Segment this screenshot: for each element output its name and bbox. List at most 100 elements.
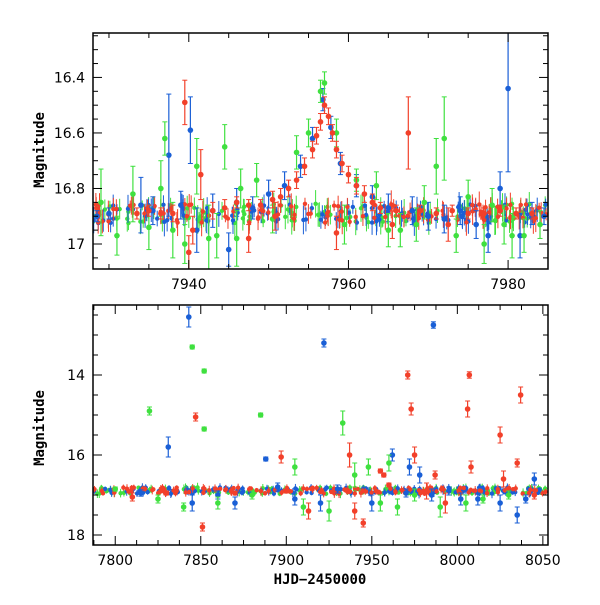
bottom-x-axis-title: HJD−2450000 [274,572,367,588]
data-point-green [373,182,380,189]
data-point-red [449,207,456,214]
x-tick-label: 7800 [97,553,133,569]
baseline-point-red [484,491,490,496]
data-point-red [405,130,412,136]
data-point-blue [321,340,327,346]
baseline-point-red [212,486,218,491]
data-point-green [181,241,188,247]
baseline-point-red [375,489,380,494]
baseline-point-green [241,209,246,214]
baseline-point-red [319,487,324,493]
data-point-red [432,472,438,478]
data-point-blue [178,202,184,208]
data-point-green [385,227,392,233]
data-point-red [221,205,228,211]
baseline-point-red [355,486,360,492]
baseline-point-blue [240,486,245,491]
baseline-point-red [168,206,174,211]
baseline-point-red [344,488,349,494]
data-point-green [201,426,207,432]
baseline-point-red [182,202,188,207]
data-point-red [181,99,188,106]
baseline-point-red [389,202,394,207]
baseline-point-red [372,485,378,491]
baseline-point-green [260,218,266,224]
data-point-blue [430,322,437,328]
baseline-point-red [266,210,271,215]
data-point-blue [185,314,192,320]
baseline-point-red [508,215,513,221]
x-tick-label: 7900 [268,553,304,569]
baseline-point-red [121,485,126,490]
data-point-red [134,210,140,217]
data-point-green [465,194,471,200]
data-point-green [158,185,164,192]
baseline-point-red [456,488,461,493]
data-point-green [213,232,220,239]
data-point-red [269,196,276,203]
data-point-blue [457,207,463,214]
baseline-point-blue [503,218,509,223]
data-point-red [514,460,521,466]
baseline-point-green [344,215,349,221]
data-point-red [369,199,376,206]
baseline-point-green [288,209,293,214]
baseline-point-blue [125,206,131,212]
baseline-point-green [125,216,130,221]
data-point-blue [292,496,298,502]
data-point-green [433,163,440,170]
data-point-blue [187,127,194,133]
data-point-blue [497,185,503,192]
data-point-red [346,452,353,458]
data-point-blue [317,500,324,506]
data-point-blue [425,213,432,220]
baseline-point-red [397,213,402,218]
baseline-point-red [393,490,398,495]
baseline-point-blue [145,489,150,495]
data-point-red [481,210,487,217]
data-point-red [170,210,176,217]
baseline-point-red [405,213,411,218]
baseline-point-red [207,488,212,493]
data-point-green [249,492,255,498]
top-axis-ticks: 7940 7960 7980 16.4 16.6 16.8 17 [54,32,549,293]
data-point-red [317,119,324,125]
baseline-point-green [403,218,409,224]
top-y-axis-title: Magnitude [32,112,48,188]
data-point-red [500,476,507,482]
data-point-green [205,235,212,242]
baseline-point-green [294,204,299,210]
baseline-point-red [129,485,134,490]
baseline-point-red [434,489,439,494]
baseline-point-blue [350,204,356,210]
baseline-point-red [190,486,195,491]
baseline-point-green [118,490,123,496]
data-point-blue [514,512,521,518]
data-point-red [257,202,264,208]
data-point-blue [150,207,156,214]
baseline-point-red [513,486,518,491]
x-tick-label: 7940 [171,277,207,293]
y-tick-label: 16 [67,448,85,464]
top-panel: 7940 7960 7980 16.4 16.6 16.8 17 Magnitude [32,32,549,293]
baseline-point-blue [166,485,172,491]
baseline-point-red [347,489,353,494]
baseline-point-red [441,487,446,492]
baseline-point-red [174,485,179,490]
data-point-red [305,508,312,514]
data-point-green [305,130,312,136]
data-point-green [509,232,515,239]
data-point-blue [475,496,481,502]
baseline-point-red [543,489,548,495]
data-point-red [497,207,503,214]
data-point-red [245,235,252,242]
data-point-blue [406,464,413,470]
baseline-point-red [363,489,368,494]
x-tick-label: 7950 [354,553,390,569]
data-point-red [339,160,345,167]
data-point-red [345,171,352,178]
baseline-point-red [383,214,388,220]
y-tick-label: 16.8 [54,181,85,197]
baseline-point-red [331,203,337,208]
